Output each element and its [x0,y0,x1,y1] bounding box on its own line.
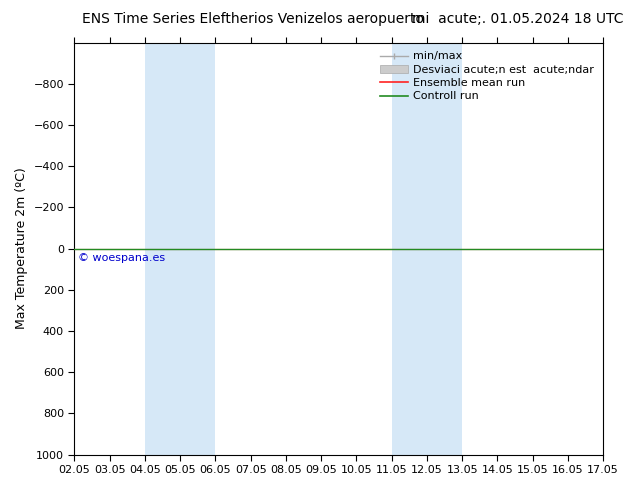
Text: ENS Time Series Eleftherios Venizelos aeropuerto: ENS Time Series Eleftherios Venizelos ae… [82,12,424,26]
Y-axis label: Max Temperature 2m (ºC): Max Temperature 2m (ºC) [15,168,28,329]
Legend: min/max, Desviaci acute;n est  acute;ndar, Ensemble mean run, Controll run: min/max, Desviaci acute;n est acute;ndar… [377,48,598,105]
Bar [180,43,216,455]
Bar [145,43,180,455]
Bar [427,43,462,455]
Bar [392,43,427,455]
Text: mi  acute;. 01.05.2024 18 UTC: mi acute;. 01.05.2024 18 UTC [412,12,624,26]
Text: © woespana.es: © woespana.es [78,253,165,263]
